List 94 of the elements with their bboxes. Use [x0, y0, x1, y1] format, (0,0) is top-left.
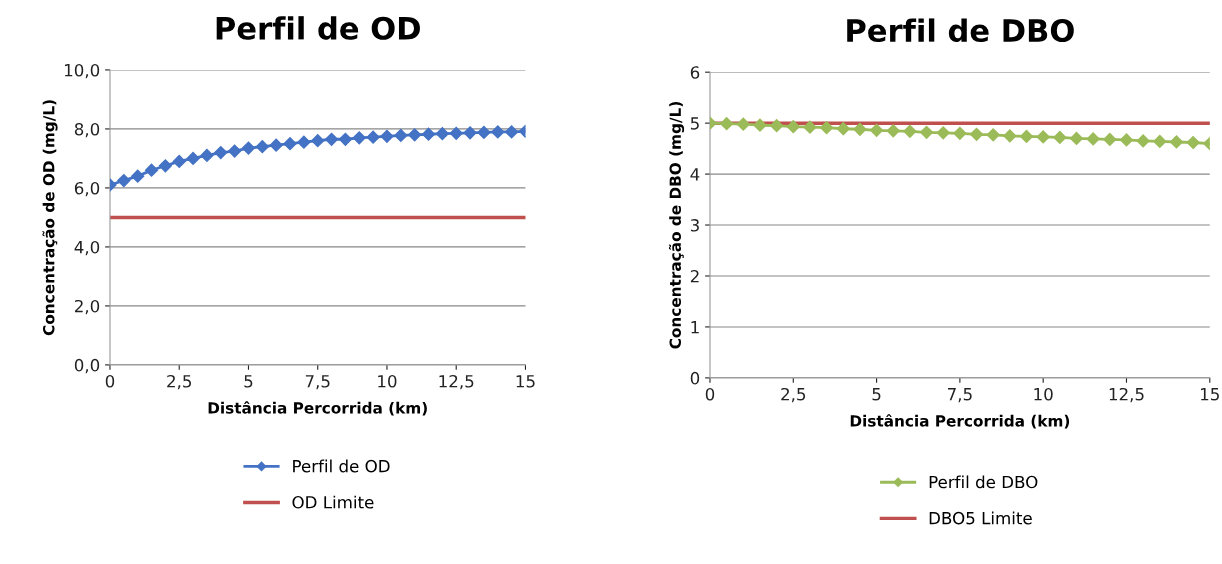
point	[491, 125, 505, 139]
point	[969, 127, 984, 141]
x-axis-title: Distância Percorrida (km)	[208, 401, 427, 416]
legend-label: DBO5 Limite	[929, 511, 1032, 525]
point	[1069, 131, 1084, 146]
point	[820, 121, 834, 135]
point	[324, 132, 339, 146]
point	[158, 159, 172, 173]
point	[408, 128, 422, 142]
x-tick-label: 0	[105, 374, 115, 388]
point	[1136, 134, 1150, 148]
point	[1186, 135, 1200, 150]
y-axis-title: Concentração de DBO (mg/L)	[668, 102, 685, 349]
point	[1169, 135, 1184, 149]
legend-label: OD Limite	[292, 495, 374, 509]
point	[283, 137, 297, 151]
point	[720, 117, 734, 131]
y-axis-title: Concentração de OD (mg/L)	[42, 100, 58, 336]
point	[836, 122, 850, 136]
point	[172, 154, 186, 168]
point	[241, 141, 256, 155]
y-tick-label: 10,0	[64, 63, 100, 79]
x-tick-label: 2,5	[167, 374, 192, 390]
point	[803, 120, 817, 134]
point	[477, 125, 491, 140]
chart-title: Perfil de DBO	[847, 18, 1074, 43]
point	[421, 127, 436, 141]
point	[919, 125, 934, 139]
x-tick-label: 15	[1201, 388, 1219, 401]
point	[736, 117, 750, 131]
x-tick-label: 15	[516, 375, 535, 388]
point	[144, 163, 159, 177]
x-tick-label: 2,5	[781, 387, 806, 403]
point	[200, 148, 214, 163]
x-tick-label: 5	[244, 375, 253, 388]
point	[1053, 130, 1067, 144]
point	[753, 118, 767, 132]
point	[903, 124, 917, 138]
point	[869, 123, 884, 137]
x-tick-label: 7,5	[948, 388, 972, 403]
chart-title: Perfil de OD	[216, 16, 420, 40]
point	[786, 120, 800, 134]
y-tick-label: 4,0	[74, 240, 100, 256]
point	[214, 145, 228, 160]
y-tick-label: 6	[690, 66, 700, 79]
point	[886, 124, 900, 138]
point	[366, 130, 380, 144]
x-tick-label: 10	[1034, 387, 1053, 401]
point	[1036, 130, 1050, 144]
point	[770, 119, 784, 133]
x-tick-label: 10	[378, 374, 397, 388]
point	[311, 134, 325, 148]
y-tick-label: 3	[690, 219, 699, 232]
point	[986, 128, 1000, 142]
x-tick-label: 12,5	[1109, 387, 1144, 403]
y-tick-label: 2	[690, 269, 699, 283]
point	[131, 169, 145, 183]
point	[1086, 132, 1100, 146]
y-tick-label: 4	[690, 168, 700, 181]
point	[380, 129, 394, 143]
legend-label: Perfil de DBO	[929, 475, 1038, 489]
point	[352, 131, 366, 145]
point	[505, 125, 519, 139]
point	[186, 151, 200, 166]
point	[394, 128, 408, 143]
point	[228, 144, 242, 158]
point	[1119, 133, 1134, 147]
y-tick-label: 6,0	[74, 181, 100, 197]
point	[435, 127, 449, 141]
x-tick-label: 5	[872, 388, 881, 401]
point	[269, 138, 283, 152]
point	[853, 122, 867, 136]
point	[953, 126, 967, 140]
point	[338, 132, 353, 146]
y-tick-label: 0,0	[74, 358, 100, 374]
y-tick-label: 2,0	[74, 299, 100, 315]
point	[1003, 129, 1017, 143]
x-axis-title: Distância Percorrida (km)	[850, 414, 1070, 429]
point	[297, 135, 311, 149]
point	[117, 173, 131, 188]
point	[936, 126, 950, 140]
point	[1153, 134, 1167, 149]
point	[1019, 129, 1034, 143]
point	[255, 140, 269, 154]
point	[449, 126, 463, 140]
point	[1103, 132, 1117, 147]
x-tick-label: 7,5	[305, 375, 330, 390]
x-tick-label: 0	[705, 387, 715, 401]
y-tick-label: 8,0	[74, 122, 100, 138]
y-tick-label: 5	[690, 117, 699, 130]
x-tick-label: 12,5	[439, 374, 474, 390]
y-tick-label: 1	[691, 321, 699, 334]
point	[463, 126, 477, 140]
legend-label: Perfil de OD	[293, 459, 390, 473]
